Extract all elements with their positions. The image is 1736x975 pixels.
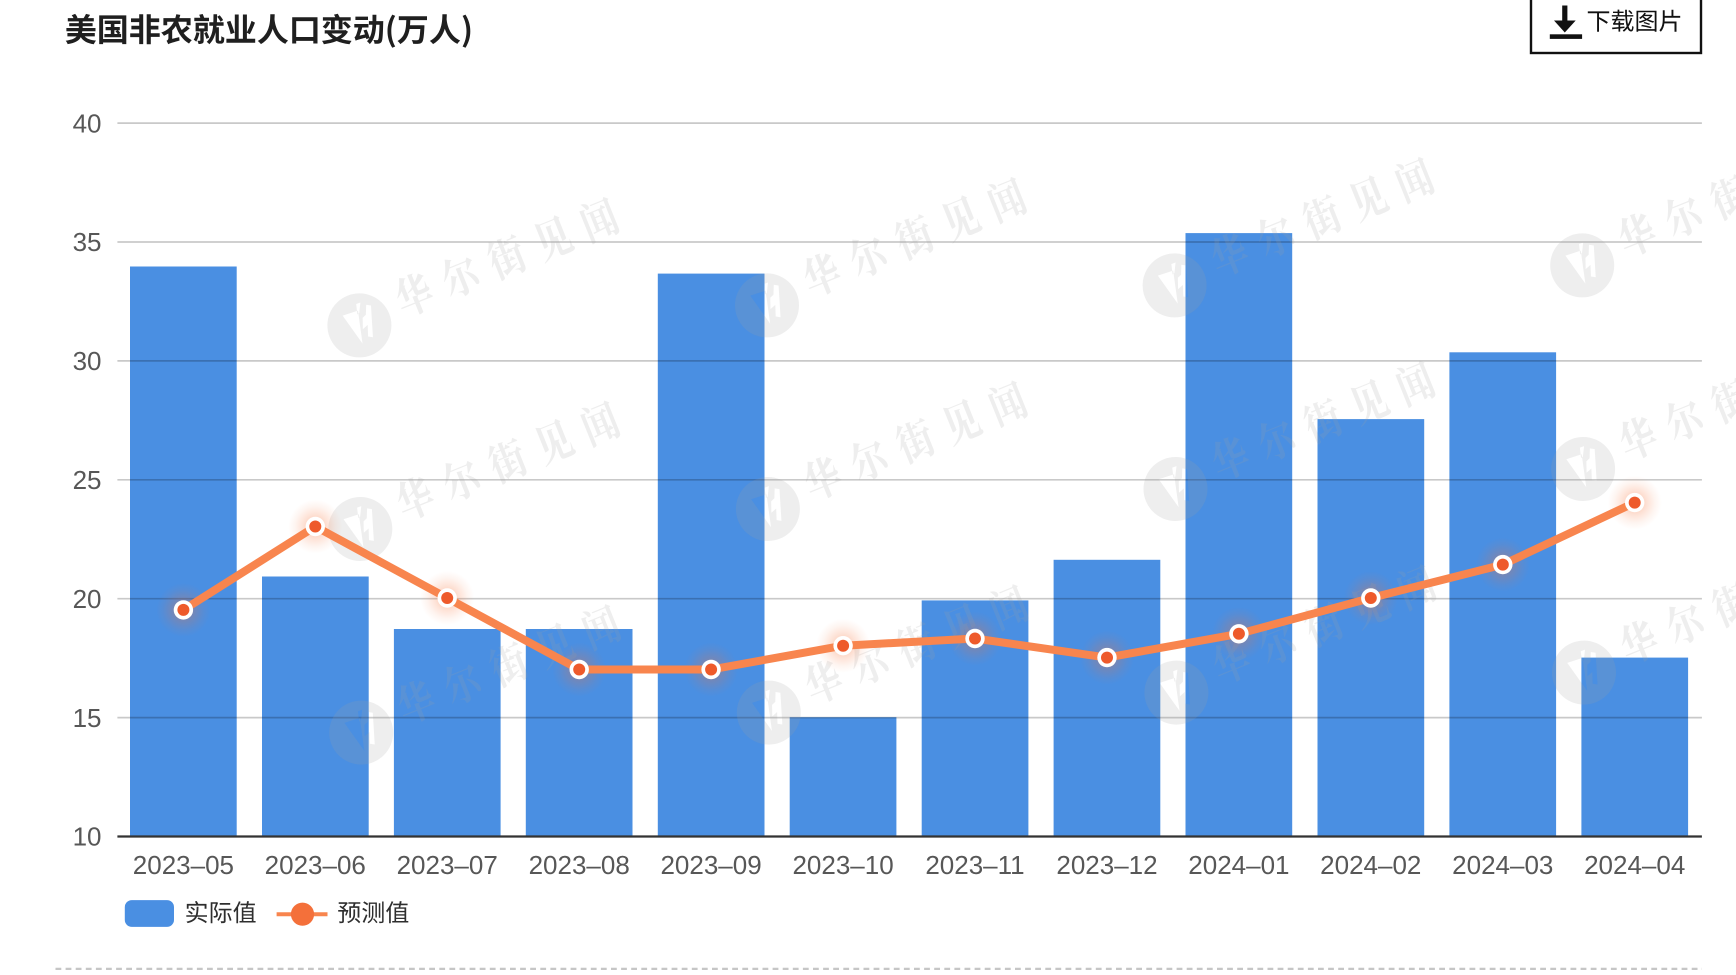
svg-text:25: 25 <box>73 465 102 495</box>
svg-text:2024–01: 2024–01 <box>1188 850 1289 880</box>
svg-text:2023–11: 2023–11 <box>925 850 1024 880</box>
svg-text:2023–06: 2023–06 <box>265 850 366 880</box>
svg-text:2023–07: 2023–07 <box>397 850 498 880</box>
svg-text:30: 30 <box>73 346 102 376</box>
svg-text:20: 20 <box>73 584 102 614</box>
svg-text:2023–09: 2023–09 <box>660 850 761 880</box>
svg-text:15: 15 <box>73 703 102 733</box>
svg-text:2023–05: 2023–05 <box>133 850 234 880</box>
svg-text:2024–04: 2024–04 <box>1584 850 1685 880</box>
svg-text:10: 10 <box>73 822 102 852</box>
svg-text:2023–12: 2023–12 <box>1056 850 1157 880</box>
svg-text:2023–08: 2023–08 <box>529 850 630 880</box>
svg-text:35: 35 <box>73 227 102 257</box>
svg-text:2023–10: 2023–10 <box>792 850 893 880</box>
svg-text:40: 40 <box>73 108 102 138</box>
svg-text:2024–03: 2024–03 <box>1452 850 1553 880</box>
svg-text:2024–02: 2024–02 <box>1320 850 1421 880</box>
